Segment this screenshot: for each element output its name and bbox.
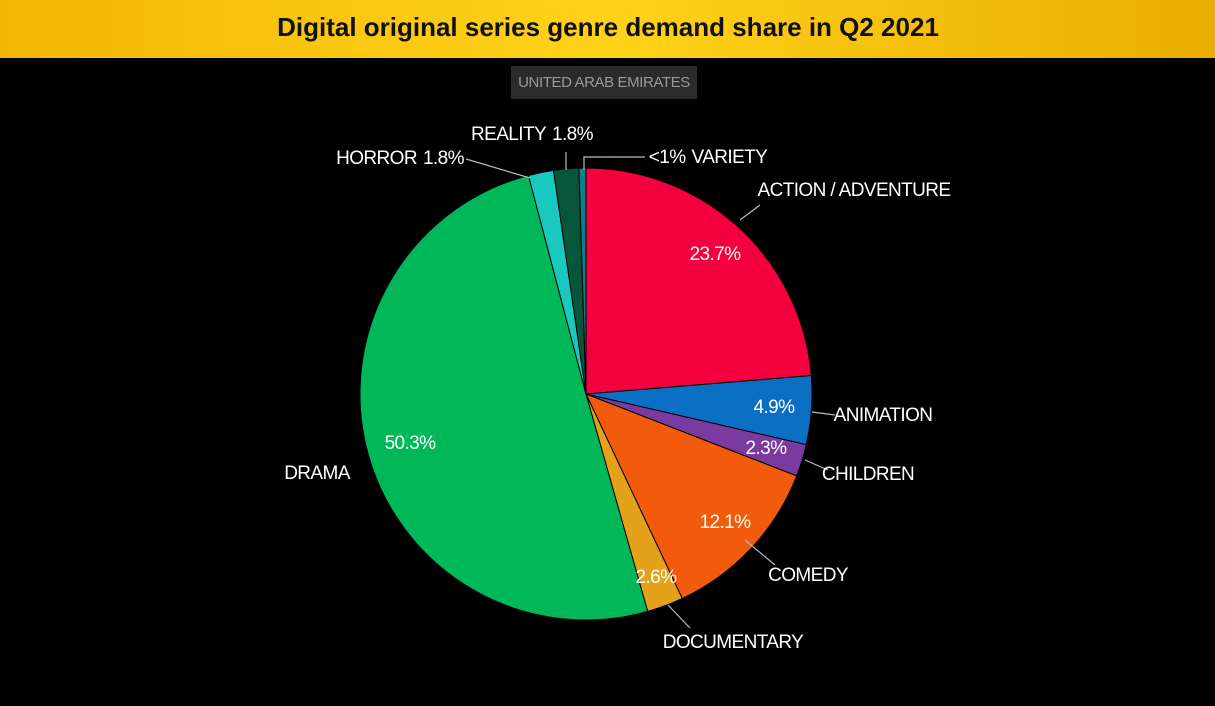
label-part: HORROR: [336, 148, 417, 169]
value-label: 50.3%: [385, 433, 437, 454]
leader-line: [465, 158, 531, 179]
slice-label: HORROR 1.8%: [336, 148, 464, 169]
value-label: 4.9%: [754, 397, 796, 418]
value-label: 12.1%: [700, 512, 752, 533]
category-label: DOCUMENTARY: [663, 632, 804, 653]
category-label: DRAMA: [284, 463, 351, 484]
label-part: 1.8%: [552, 124, 594, 145]
value-label: 23.7%: [690, 244, 742, 265]
chart-title: Digital original series genre demand sha…: [277, 12, 939, 42]
label-part: REALITY: [471, 124, 547, 145]
category-label: ACTION / ADVENTURE: [758, 180, 951, 201]
value-label: 2.6%: [636, 567, 678, 588]
subtitle-box: [511, 66, 697, 99]
pie-slice: [578, 167, 587, 395]
label-part: 1.8%: [423, 148, 465, 169]
leader-line: [744, 539, 776, 566]
pie-slice: [585, 393, 798, 600]
category-label: ANIMATION: [834, 405, 933, 426]
subtitle: UNITED ARAB EMIRATES: [518, 74, 690, 91]
category-label: COMEDY: [768, 565, 849, 586]
leader-line: [667, 604, 691, 629]
label-part: <1%: [649, 147, 686, 168]
slice-label: <1% VARIETY: [649, 147, 768, 168]
label-part: VARIETY: [692, 147, 769, 168]
pie-slice: [359, 174, 649, 621]
leader-line: [739, 204, 761, 221]
leader-line: [811, 411, 836, 416]
header-bar: [0, 0, 1215, 58]
value-label: 2.3%: [746, 438, 788, 459]
leader-line: [804, 459, 829, 471]
category-label: CHILDREN: [822, 464, 914, 485]
leader-line: [583, 156, 645, 170]
pie-slice: [585, 167, 812, 395]
slice-label: REALITY 1.8%: [471, 124, 594, 145]
